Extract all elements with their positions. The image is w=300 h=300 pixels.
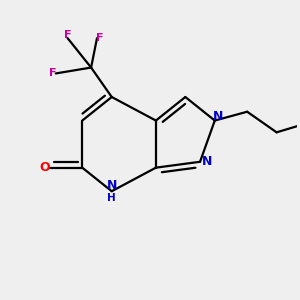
Text: F: F (96, 33, 104, 43)
Text: H: H (107, 193, 116, 203)
Text: N: N (202, 155, 213, 168)
Text: O: O (39, 161, 50, 174)
Text: F: F (49, 68, 57, 78)
Text: N: N (212, 110, 223, 123)
Text: F: F (64, 30, 71, 40)
Text: N: N (106, 179, 117, 192)
